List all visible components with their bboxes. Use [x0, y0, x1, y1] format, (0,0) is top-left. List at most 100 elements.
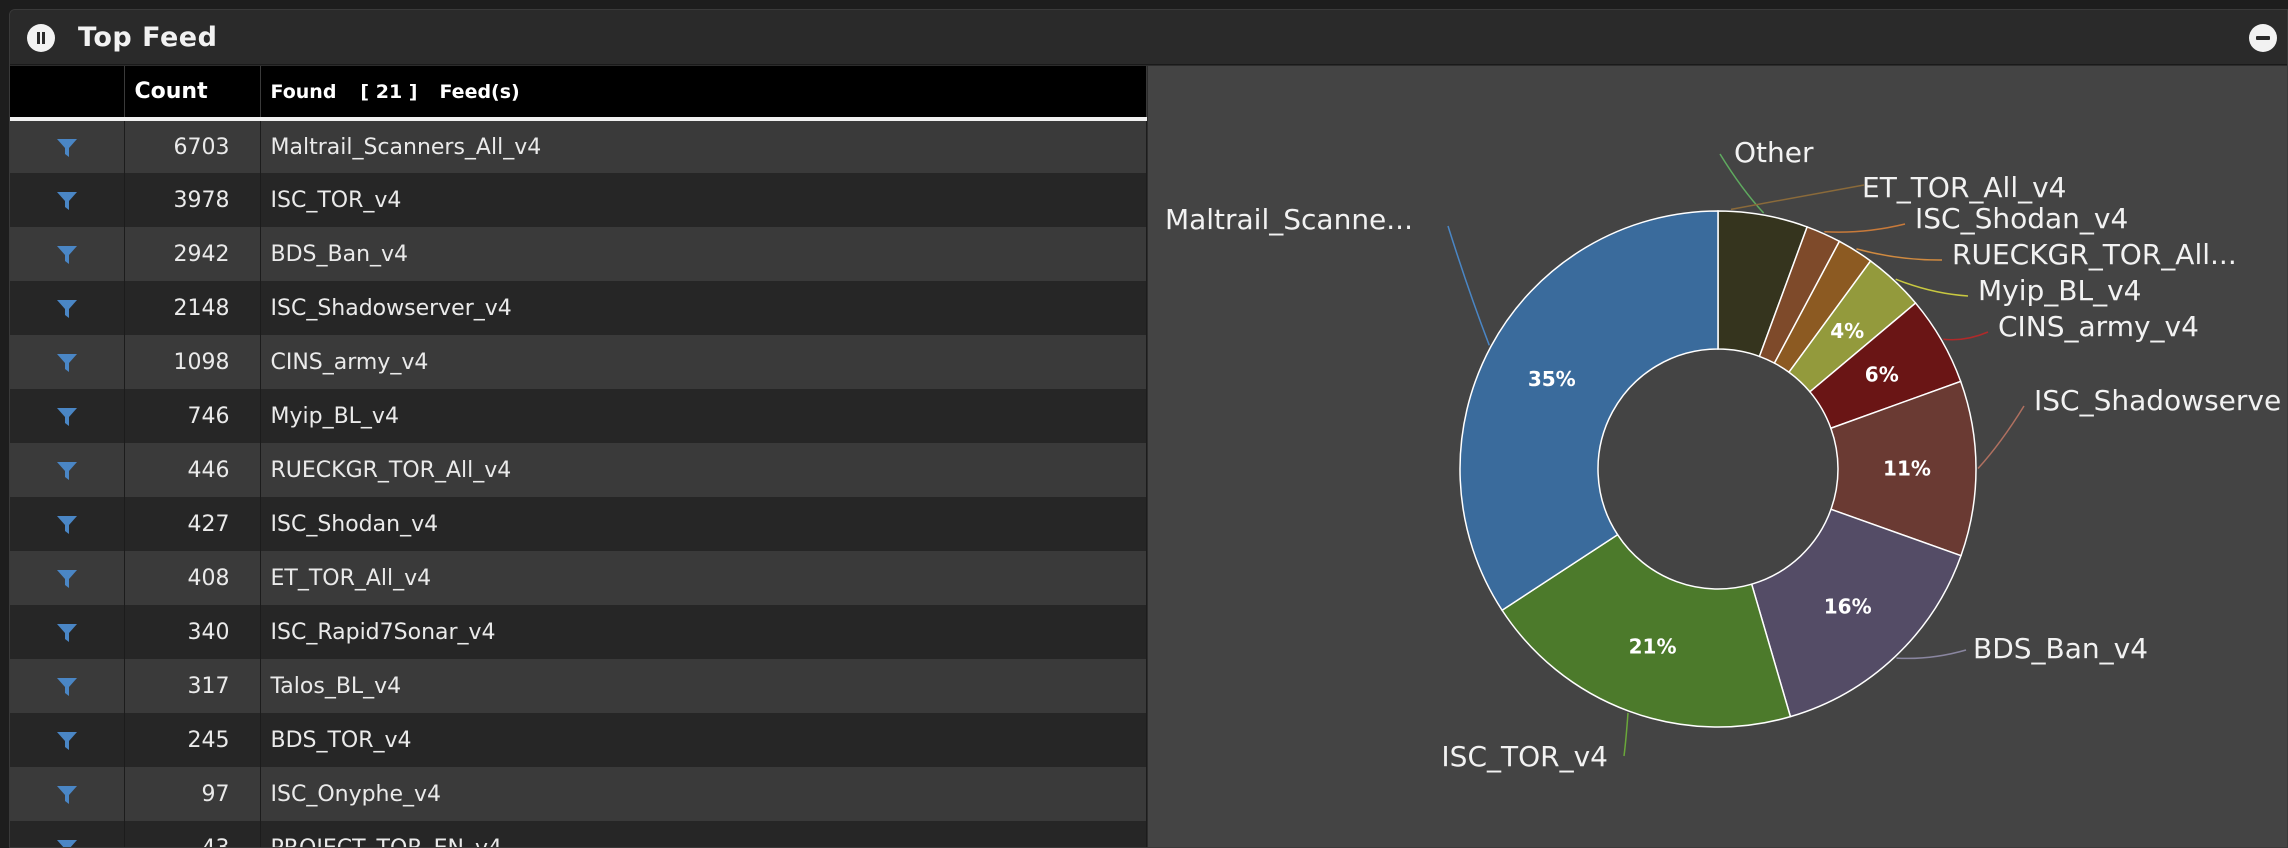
feed-cell[interactable]: ISC_Onyphe_v4	[260, 767, 1147, 821]
donut-chart-area: 4% 6% 11% 16% 21% 35% Other ISC_Shodan_v4 RUECKG…	[1148, 66, 2287, 847]
feed-cell[interactable]: CINS_army_v4	[260, 335, 1147, 389]
feed-table-container[interactable]: Count Found [ 21 ] Feed(s) 6703 Maltrail_Sc…	[10, 66, 1147, 848]
feed-cell[interactable]: ISC_Shodan_v4	[260, 497, 1147, 551]
leader-line	[1824, 223, 1906, 233]
feed-cell[interactable]: ET_TOR_All_v4	[260, 551, 1147, 605]
filter-icon[interactable]	[56, 568, 78, 590]
filter-column-header	[10, 66, 125, 119]
feed-cell[interactable]: Maltrail_Scanners_All_v4	[260, 119, 1147, 173]
filter-icon[interactable]	[56, 784, 78, 806]
leader-line	[1719, 153, 1765, 214]
filter-icon[interactable]	[56, 352, 78, 374]
count-cell: 245	[124, 713, 261, 767]
table-header-row: Count Found [ 21 ] Feed(s)	[10, 66, 1147, 119]
count-cell: 97	[124, 767, 261, 821]
count-cell: 746	[124, 389, 261, 443]
filter-icon[interactable]	[56, 137, 78, 159]
collapse-icon[interactable]	[2249, 24, 2277, 52]
feed-column-header[interactable]: Found [ 21 ] Feed(s)	[260, 66, 1147, 119]
filter-cell[interactable]	[10, 551, 125, 605]
table-row[interactable]: 6703 Maltrail_Scanners_All_v4	[10, 119, 1147, 173]
slice-label: Myip_BL_v4	[1978, 274, 2141, 307]
filter-icon[interactable]	[56, 406, 78, 428]
filter-icon[interactable]	[56, 298, 78, 320]
feed-cell[interactable]: ISC_Shadowserver_v4	[260, 281, 1147, 335]
donut-slice[interactable]	[1750, 508, 1962, 718]
count-cell: 6703	[124, 119, 261, 173]
slice-label: ISC_TOR_v4	[1441, 740, 1608, 773]
filter-icon[interactable]	[56, 622, 78, 644]
count-cell: 2148	[124, 281, 261, 335]
table-row[interactable]: 2148 ISC_Shadowserver_v4	[10, 281, 1147, 335]
table-row[interactable]: 3978 ISC_TOR_v4	[10, 173, 1147, 227]
pause-icon[interactable]	[27, 24, 55, 52]
top-feed-panel: Top Feed Count Found[ 21 ] Feed(s) 6703 Ma…	[9, 9, 2288, 848]
table-body: 6703 Maltrail_Scanners_All_v4 3978 ISC_TOR_…	[10, 119, 1147, 848]
filter-cell[interactable]	[10, 335, 125, 389]
table-row[interactable]: 746 Myip_BL_v4	[10, 389, 1147, 443]
filter-icon[interactable]	[56, 730, 78, 752]
table-row[interactable]: 43 PROJECT_TOR_EN_v4	[10, 821, 1147, 848]
feed-table: Count Found [ 21 ] Feed(s) 6703 Maltrail_Sc…	[10, 66, 1147, 848]
count-cell: 317	[124, 659, 261, 713]
slice-label: Other	[1734, 136, 1814, 169]
table-row[interactable]: 408 ET_TOR_All_v4	[10, 551, 1147, 605]
feed-cell[interactable]: Talos_BL_v4	[260, 659, 1147, 713]
feed-cell[interactable]: ISC_Rapid7Sonar_v4	[260, 605, 1147, 659]
filter-icon[interactable]	[56, 460, 78, 482]
leader-line	[1447, 225, 1490, 346]
count-column-header[interactable]: Count	[124, 66, 261, 119]
leader-line	[1943, 331, 1989, 341]
table-row[interactable]: 245 BDS_TOR_v4	[10, 713, 1147, 767]
table-row[interactable]: 2942 BDS_Ban_v4	[10, 227, 1147, 281]
slice-label: ISC_Shadowserve	[2034, 384, 2281, 417]
feed-cell[interactable]: RUECKGR_TOR_All_v4	[260, 443, 1147, 497]
filter-cell[interactable]	[10, 173, 125, 227]
slice-label: Maltrail_Scanne...	[1165, 203, 1413, 236]
table-row[interactable]: 1098 CINS_army_v4	[10, 335, 1147, 389]
leader-line	[1977, 405, 2025, 470]
filter-icon[interactable]	[56, 514, 78, 536]
count-cell: 3978	[124, 173, 261, 227]
filter-cell[interactable]	[10, 821, 125, 848]
filter-cell[interactable]	[10, 281, 125, 335]
panel-header: Top Feed	[10, 10, 2287, 65]
filter-cell[interactable]	[10, 443, 125, 497]
feed-cell[interactable]: Myip_BL_v4	[260, 389, 1147, 443]
count-cell: 408	[124, 551, 261, 605]
filter-icon[interactable]	[56, 838, 78, 848]
feed-cell[interactable]: BDS_Ban_v4	[260, 227, 1147, 281]
filter-icon[interactable]	[56, 190, 78, 212]
donut-slice[interactable]	[1459, 210, 1719, 612]
slice-percent-label: 16%	[1824, 594, 1872, 618]
slice-percent-label: 21%	[1629, 634, 1677, 658]
table-row[interactable]: 427 ISC_Shodan_v4	[10, 497, 1147, 551]
slice-label: BDS_Ban_v4	[1973, 632, 2148, 665]
table-row[interactable]: 317 Talos_BL_v4	[10, 659, 1147, 713]
filter-cell[interactable]	[10, 119, 125, 173]
table-row[interactable]: 446 RUECKGR_TOR_All_v4	[10, 443, 1147, 497]
count-cell: 446	[124, 443, 261, 497]
filter-cell[interactable]	[10, 659, 125, 713]
table-row[interactable]: 97 ISC_Onyphe_v4	[10, 767, 1147, 821]
filter-icon[interactable]	[56, 676, 78, 698]
filter-cell[interactable]	[10, 767, 125, 821]
count-cell: 427	[124, 497, 261, 551]
feed-cell[interactable]: BDS_TOR_v4	[260, 713, 1147, 767]
filter-cell[interactable]	[10, 497, 125, 551]
found-suffix: Feed(s)	[439, 80, 520, 103]
filter-cell[interactable]	[10, 605, 125, 659]
donut-slice[interactable]	[1501, 533, 1792, 728]
feed-cell[interactable]: PROJECT_TOR_EN_v4	[260, 821, 1147, 847]
feed-cell[interactable]: ISC_TOR_v4	[260, 173, 1147, 227]
filter-cell[interactable]	[10, 227, 125, 281]
panel-title: Top Feed	[78, 22, 218, 53]
filter-cell[interactable]	[10, 389, 125, 443]
found-label: Found	[270, 80, 337, 103]
leader-line	[1623, 712, 1629, 757]
table-row[interactable]: 340 ISC_Rapid7Sonar_v4	[10, 605, 1147, 659]
filter-icon[interactable]	[56, 244, 78, 266]
filter-cell[interactable]	[10, 713, 125, 767]
slice-percent-label: 6%	[1865, 363, 1899, 387]
count-cell: 340	[124, 605, 261, 659]
